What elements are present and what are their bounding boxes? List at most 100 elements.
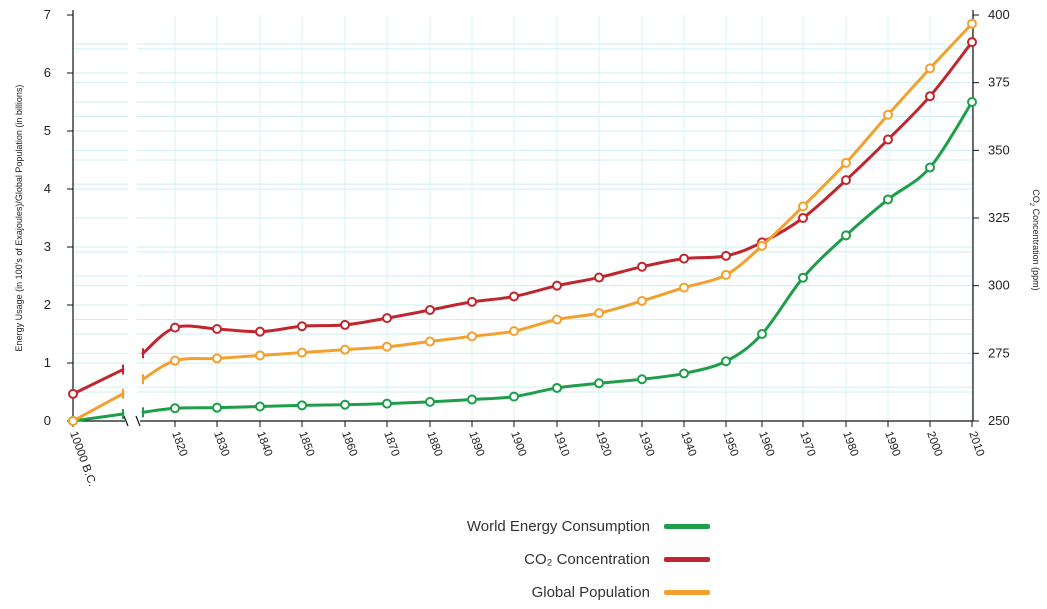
- series-line-co2-early: [73, 370, 123, 394]
- x-tick-label: 1830: [211, 430, 231, 458]
- x-tick-label: 1890: [466, 430, 486, 458]
- series-point-population: [680, 284, 688, 292]
- x-tick-label: 1960: [756, 430, 776, 458]
- series-point-energy: [256, 403, 264, 411]
- series-point-population: [638, 297, 646, 305]
- series-point-co2: [298, 322, 306, 330]
- series-point-co2: [213, 325, 221, 333]
- series-point-energy: [298, 401, 306, 409]
- series-point-population: [341, 346, 349, 354]
- legend-item-population: Global Population: [380, 576, 710, 609]
- series-point-population: [256, 351, 264, 359]
- series-point-population: [553, 316, 561, 324]
- y-right-axis-title: CO2 Concentration (ppm): [1028, 189, 1041, 290]
- y-right-tick-label: 325: [988, 210, 1010, 225]
- legend-label-energy: World Energy Consumption: [467, 518, 650, 535]
- y-right-tick-label: 300: [988, 278, 1010, 293]
- x-tick-label: 1820: [169, 430, 189, 458]
- series-point-co2: [426, 306, 434, 314]
- series-point-energy: [680, 369, 688, 377]
- series-point-population: [842, 159, 850, 167]
- series-point-co2: [383, 314, 391, 322]
- x-tick-label: 1940: [678, 430, 698, 458]
- x-tick-label: 2000: [924, 430, 944, 458]
- x-tick-label: 1980: [840, 430, 860, 458]
- x-tick-label: 1900: [508, 430, 528, 458]
- y-left-tick-label: 2: [44, 297, 51, 312]
- x-tick-label: 2010: [966, 430, 986, 458]
- x-tick-label: 1860: [339, 430, 359, 458]
- series-point-co2: [595, 274, 603, 282]
- series-point-population: [510, 327, 518, 335]
- series-point-energy: [884, 195, 892, 203]
- series-point-energy: [383, 400, 391, 408]
- series-point-population: [968, 20, 976, 28]
- series-point-population: [383, 343, 391, 351]
- series-point-population: [595, 309, 603, 317]
- series-point-co2: [69, 390, 77, 398]
- series-point-energy: [842, 231, 850, 239]
- y-left-tick-label: 5: [44, 123, 51, 138]
- y-left-axis-title: Energy Usage (in 100's of Exajoules)/Glo…: [14, 85, 24, 352]
- series-point-co2: [638, 263, 646, 271]
- x-tick-label: 1990: [882, 430, 902, 458]
- series-point-energy: [799, 274, 807, 282]
- y-left-tick-label: 1: [44, 355, 51, 370]
- series-point-co2: [256, 328, 264, 336]
- grid: [73, 15, 973, 421]
- series-point-population: [69, 417, 77, 425]
- y-left-tick-label: 6: [44, 65, 51, 80]
- x-tick-label: 1920: [593, 430, 613, 458]
- series-point-population: [926, 64, 934, 72]
- axis-break-mark: [136, 416, 140, 426]
- series-point-co2: [553, 282, 561, 290]
- series-point-energy: [426, 398, 434, 406]
- y-right-tick-label: 250: [988, 413, 1010, 428]
- series-point-energy: [968, 98, 976, 106]
- legend-swatch-population: [664, 590, 710, 595]
- series-point-population: [213, 354, 221, 362]
- legend-label-co2: CO₂ Concentration: [524, 551, 650, 568]
- legend-label-population: Global Population: [532, 584, 650, 601]
- series-point-population: [799, 202, 807, 210]
- series-point-co2: [341, 321, 349, 329]
- x-tick-label: 1910: [551, 430, 571, 458]
- legend-item-co2: CO₂ Concentration: [380, 543, 710, 576]
- legend-swatch-co2: [664, 557, 710, 562]
- series-point-population: [426, 338, 434, 346]
- x-tick-label: 1840: [254, 430, 274, 458]
- y-left-tick-label: 3: [44, 239, 51, 254]
- series-point-energy: [510, 393, 518, 401]
- series-point-energy: [926, 164, 934, 172]
- legend: World Energy Consumption CO₂ Concentrati…: [380, 510, 710, 609]
- series-point-population: [298, 349, 306, 357]
- x-tick-label: 1930: [636, 430, 656, 458]
- x-tick-label: 1870: [381, 430, 401, 458]
- series-point-population: [468, 332, 476, 340]
- series-point-population: [758, 242, 766, 250]
- y-right-tick-label: 400: [988, 7, 1010, 22]
- series-point-energy: [468, 396, 476, 404]
- series-point-co2: [510, 292, 518, 300]
- series-point-co2: [468, 298, 476, 306]
- x-tick-label: 1950: [720, 430, 740, 458]
- series-point-co2: [680, 255, 688, 263]
- y-right-tick-label: 275: [988, 345, 1010, 360]
- x-tick-label: 1850: [296, 430, 316, 458]
- series-point-energy: [171, 404, 179, 412]
- y-right-tick-label: 375: [988, 75, 1010, 90]
- series-point-energy: [213, 404, 221, 412]
- series-point-energy: [341, 401, 349, 409]
- legend-swatch-energy: [664, 524, 710, 529]
- series-point-co2: [884, 136, 892, 144]
- series-point-energy: [722, 357, 730, 365]
- tick-labels: 0 1 2 3 4 5 6 7 250 275 300 325 350 375 400 10000 B.C. 1…: [14, 7, 1041, 488]
- x-tick-label: 1880: [424, 430, 444, 458]
- series-point-co2: [171, 324, 179, 332]
- series-point-population: [722, 271, 730, 279]
- series-point-co2: [722, 252, 730, 260]
- series-point-energy: [595, 379, 603, 387]
- series-point-population: [171, 357, 179, 365]
- x-tick-label: 1970: [797, 430, 817, 458]
- y-right-tick-label: 350: [988, 142, 1010, 157]
